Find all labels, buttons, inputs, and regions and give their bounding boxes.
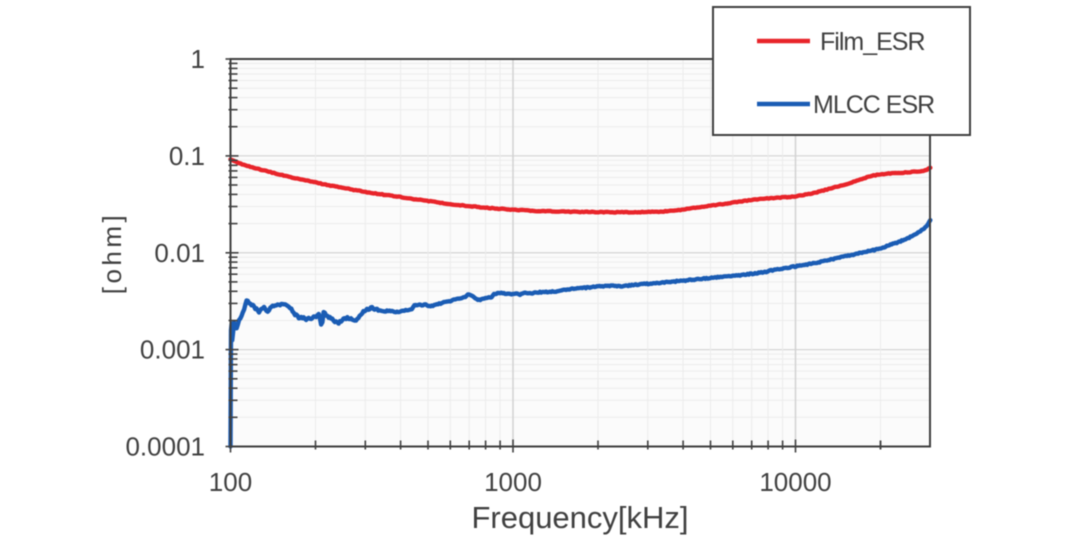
svg-text:MLCC ESR: MLCC ESR — [813, 91, 934, 119]
svg-text:[ohm]: [ohm] — [97, 212, 127, 295]
svg-text:0.0001: 0.0001 — [125, 432, 205, 462]
svg-text:0.1: 0.1 — [169, 141, 205, 171]
svg-text:1000: 1000 — [484, 467, 542, 497]
svg-text:Film_ESR: Film_ESR — [820, 28, 925, 56]
svg-text:1: 1 — [191, 44, 205, 74]
svg-text:100: 100 — [209, 467, 252, 497]
svg-text:0.01: 0.01 — [154, 238, 205, 268]
svg-text:0.001: 0.001 — [140, 335, 205, 365]
svg-text:10000: 10000 — [759, 467, 831, 497]
svg-text:Frequency[kHz]: Frequency[kHz] — [471, 500, 688, 535]
